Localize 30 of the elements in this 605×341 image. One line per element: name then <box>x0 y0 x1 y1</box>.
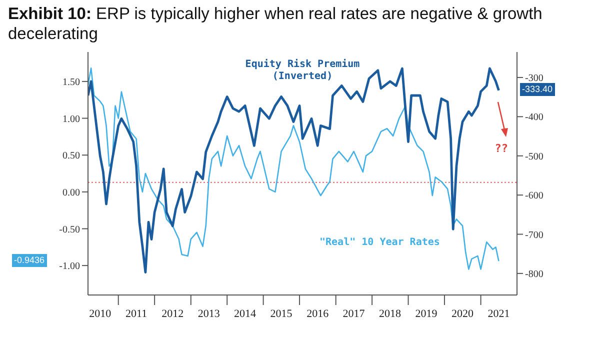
x-tick-label: 2014 <box>234 308 257 320</box>
text: -333.40 <box>520 83 555 96</box>
x-tick-label: 2015 <box>270 308 293 320</box>
y2-tick-label: -300 <box>525 73 544 84</box>
x-tick-label: 2021 <box>488 308 510 320</box>
y-tick-label: 0.00 <box>62 187 80 198</box>
chart-title: Exhibit 10: ERP is typically higher when real rates are negative & growth decelerating <box>8 4 544 44</box>
x-tick-label: 2017 <box>342 308 366 320</box>
y2-tick-label: -600 <box>525 190 544 202</box>
y-tick-label: -0.50 <box>59 224 80 236</box>
x-tick-label: 2011 <box>126 308 148 320</box>
x-tick-label: 2019 <box>415 308 438 320</box>
x-tick-label: 2012 <box>162 308 184 320</box>
y-tick-label: 1.50 <box>62 77 80 88</box>
y-tick-label: 1.00 <box>62 114 80 125</box>
y-tick-label: 0.50 <box>62 150 80 162</box>
y2-tick-label: -400 <box>525 112 544 124</box>
text: -0.9436 <box>12 254 47 268</box>
annotation: ?? <box>494 142 508 156</box>
x-tick-label: 2013 <box>198 308 220 320</box>
series-label: "Real" 10 Year Rates <box>318 236 441 249</box>
series-label: Equity Risk Premium (Inverted) <box>244 59 361 84</box>
y2-tick-label: -700 <box>525 230 544 241</box>
x-tick-label: 2018 <box>379 308 402 320</box>
x-tick-label: 2016 <box>306 308 330 320</box>
y-tick-label: -1.00 <box>59 261 80 272</box>
x-tick-label: 2020 <box>452 308 474 320</box>
x-tick-label: 2010 <box>89 308 112 320</box>
y2-tick-label: -500 <box>525 151 544 162</box>
y2-tick-label: -800 <box>525 268 544 280</box>
